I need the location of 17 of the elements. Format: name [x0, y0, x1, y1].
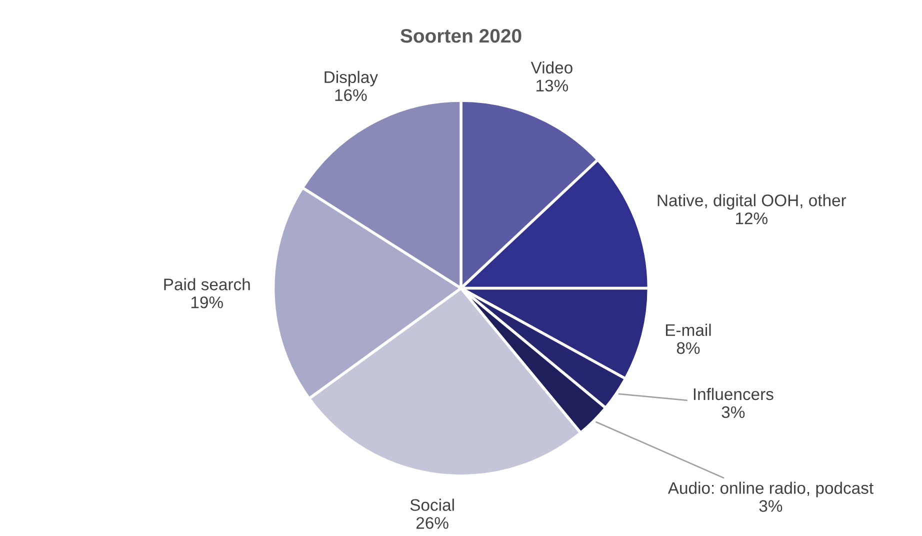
data-label: 3% — [722, 406, 745, 418]
slice-label: Video — [530, 61, 572, 74]
data-label: 3% — [759, 500, 782, 512]
slice-label: Audio: online radio, podcast — [668, 482, 874, 498]
slice-label: Paid search — [164, 278, 250, 290]
chart-title: Soorten 2020 — [400, 28, 522, 43]
data-label: 12% — [736, 212, 768, 224]
data-label: 19% — [191, 296, 223, 308]
data-label: 16% — [335, 89, 367, 102]
slice-label: Display — [324, 70, 378, 86]
slice-label: E-mail — [666, 324, 711, 336]
slice-label: Social — [410, 498, 454, 511]
slice-label: Influencers — [694, 388, 774, 400]
data-label: 13% — [536, 80, 568, 92]
slice-label: Native, digital OOH, other — [658, 194, 846, 210]
data-label: 8% — [676, 342, 700, 354]
data-label: 26% — [416, 517, 448, 529]
